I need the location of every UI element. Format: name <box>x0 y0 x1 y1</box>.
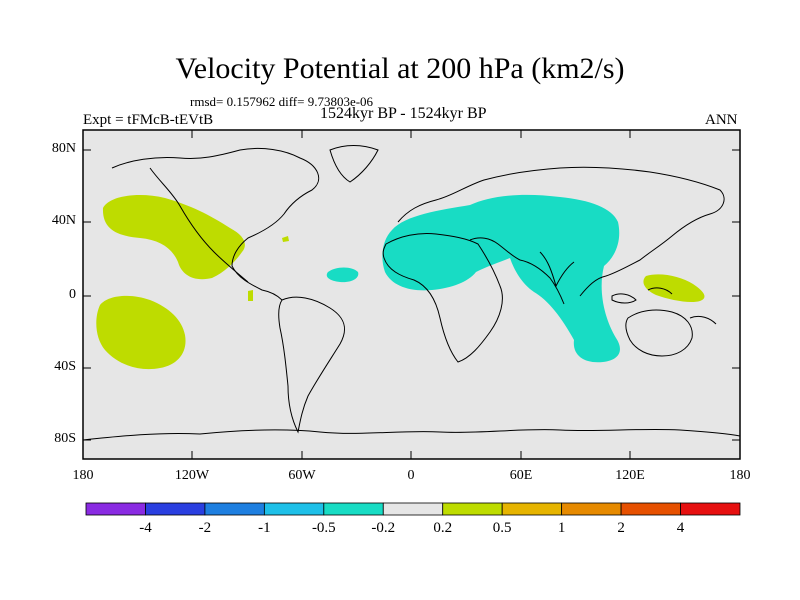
colorbar-swatch <box>145 502 206 516</box>
lat-label-80s: 80S <box>54 431 76 446</box>
colorbar-label: -0.5 <box>311 520 336 536</box>
stats-text: rmsd= 0.157962 diff= 9.73803e-06 <box>190 94 374 109</box>
subtitle: 1524kyr BP - 1524kyr BP <box>320 105 487 122</box>
caribbean-blob <box>282 236 289 242</box>
pacific-south-blob <box>96 295 186 370</box>
colorbar-swatch <box>561 502 622 516</box>
lon-label-120w: 120W <box>174 468 210 483</box>
colorbar-label: -0.2 <box>371 520 396 536</box>
colorbar-label: 2 <box>617 520 625 536</box>
colorbar-swatch <box>382 502 444 516</box>
atlantic-blob <box>326 267 359 283</box>
colorbar-label: 0.5 <box>492 520 512 536</box>
colorbar-swatch <box>620 502 681 516</box>
colorbar-label: -4 <box>139 520 152 536</box>
colorbar <box>85 502 741 516</box>
colorbar-swatch <box>85 502 146 516</box>
colorbar-swatch <box>501 502 563 516</box>
colorbar-swatch <box>263 502 325 516</box>
lat-label-40n: 40N <box>51 213 76 228</box>
lat-label-0: 0 <box>69 287 76 302</box>
eurasia-africa-blob <box>382 194 620 363</box>
lon-label-180e: 180 <box>729 468 751 483</box>
lat-label-80n: 80N <box>51 141 76 156</box>
colorbar-label: 4 <box>676 520 685 536</box>
colorbar-label: 1 <box>557 520 566 536</box>
colorbar-label: -2 <box>198 520 212 536</box>
lon-label-60w: 60W <box>288 468 316 483</box>
lon-label-180w: 180 <box>72 468 94 483</box>
experiment-label: Expt = tFMcB-tEVtB <box>83 112 214 128</box>
season-label: ANN <box>705 112 738 128</box>
coastlines <box>82 145 741 441</box>
west-pacific-blob <box>643 274 705 303</box>
lon-label-60e: 60E <box>509 468 533 483</box>
eastern-pacific-speck <box>248 290 253 301</box>
colorbar-swatch <box>204 502 265 516</box>
colorbar-swatch <box>442 502 503 516</box>
lon-ticks <box>191 130 631 459</box>
lon-label-120e: 120E <box>615 468 645 483</box>
negative-regions <box>326 194 620 363</box>
map-title: Velocity Potential at 200 hPa (km2/s) <box>175 52 625 85</box>
colorbar-label: -1 <box>258 520 271 536</box>
lat-ticks <box>83 149 740 441</box>
pacific-north-blob <box>102 195 245 280</box>
map-background <box>83 130 740 459</box>
colorbar-swatch <box>680 502 741 516</box>
colorbar-label: 0.2 <box>433 520 453 536</box>
lat-label-40s: 40S <box>54 359 76 374</box>
colorbar-swatch <box>323 502 384 516</box>
positive-regions <box>96 195 705 370</box>
lon-label-0: 0 <box>407 468 415 483</box>
